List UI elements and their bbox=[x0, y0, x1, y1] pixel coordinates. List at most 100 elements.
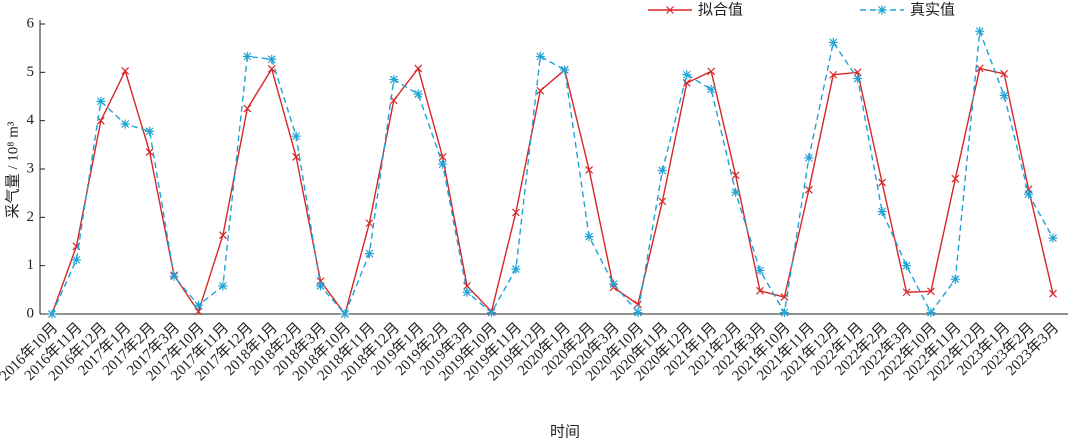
data-point bbox=[365, 219, 374, 228]
marker-stroke bbox=[731, 171, 740, 180]
data-point bbox=[731, 171, 740, 180]
data-point bbox=[682, 79, 691, 87]
data-point bbox=[853, 68, 862, 77]
data-point bbox=[731, 187, 741, 197]
legend-label: 真实值 bbox=[910, 0, 955, 18]
data-point bbox=[267, 54, 277, 64]
data-point bbox=[877, 207, 887, 217]
marker-stroke bbox=[267, 65, 276, 73]
data-point bbox=[121, 66, 130, 75]
y-axis-label: 采气量 / 10⁸ m³ bbox=[4, 121, 21, 218]
marker-stroke bbox=[389, 96, 398, 105]
data-point bbox=[535, 51, 545, 61]
data-point bbox=[609, 279, 619, 289]
data-point bbox=[194, 307, 203, 316]
data-point bbox=[950, 274, 960, 284]
y-tick-label: 2 bbox=[27, 209, 35, 225]
data-point bbox=[145, 126, 155, 136]
marker-stroke bbox=[756, 286, 764, 295]
data-point bbox=[804, 185, 813, 194]
data-point bbox=[218, 281, 228, 291]
marker-stroke bbox=[145, 148, 154, 157]
marker-stroke bbox=[829, 70, 838, 79]
y-tick-label: 3 bbox=[27, 160, 35, 176]
data-point bbox=[145, 148, 154, 157]
data-point bbox=[96, 96, 106, 106]
data-point bbox=[682, 70, 692, 80]
data-point bbox=[634, 300, 642, 309]
marker-stroke bbox=[951, 174, 960, 183]
x-axis-label: 时间 bbox=[550, 423, 580, 440]
data-point bbox=[975, 64, 984, 73]
data-point bbox=[71, 255, 81, 265]
data-point bbox=[829, 70, 838, 79]
data-point bbox=[878, 178, 887, 187]
data-point bbox=[584, 232, 594, 242]
marker-stroke bbox=[536, 86, 545, 95]
data-point bbox=[438, 159, 448, 169]
data-point bbox=[828, 37, 838, 47]
data-point bbox=[927, 287, 935, 296]
marker-stroke bbox=[365, 219, 374, 228]
marker-stroke bbox=[853, 68, 862, 77]
marker-stroke bbox=[1000, 69, 1009, 78]
y-tick-label: 4 bbox=[27, 112, 35, 128]
data-point bbox=[1048, 233, 1058, 243]
data-point bbox=[291, 131, 301, 141]
data-point bbox=[340, 309, 350, 319]
marker-stroke bbox=[634, 300, 642, 309]
marker-stroke bbox=[1049, 289, 1057, 298]
data-point bbox=[1049, 289, 1057, 298]
data-point bbox=[755, 266, 765, 275]
data-point bbox=[486, 308, 496, 318]
series-line bbox=[51, 66, 1054, 316]
marker-stroke bbox=[121, 66, 130, 75]
data-point bbox=[169, 271, 179, 281]
marker-stroke bbox=[804, 185, 813, 194]
data-point bbox=[193, 300, 203, 310]
marker-stroke bbox=[218, 231, 227, 240]
data-point bbox=[902, 288, 911, 297]
marker-stroke bbox=[975, 64, 984, 73]
data-point bbox=[218, 231, 227, 240]
legend-marker bbox=[666, 6, 674, 14]
marker-stroke bbox=[682, 79, 691, 87]
data-point bbox=[975, 26, 985, 36]
series-line bbox=[51, 31, 1054, 316]
data-point bbox=[511, 264, 521, 274]
marker-stroke bbox=[658, 197, 667, 206]
data-point bbox=[657, 165, 667, 175]
marker-stroke bbox=[194, 307, 203, 316]
data-point bbox=[756, 286, 764, 295]
data-point bbox=[511, 208, 520, 217]
marker-stroke bbox=[666, 6, 674, 14]
marker-stroke bbox=[878, 178, 887, 187]
data-point bbox=[316, 281, 326, 291]
data-point bbox=[1024, 189, 1034, 199]
data-point bbox=[243, 104, 252, 113]
data-point bbox=[364, 249, 374, 259]
y-tick-label: 5 bbox=[27, 64, 35, 80]
data-point bbox=[951, 174, 960, 183]
data-point bbox=[267, 65, 276, 73]
data-point bbox=[902, 261, 912, 271]
data-point bbox=[414, 64, 423, 73]
data-point bbox=[536, 86, 545, 95]
marker-stroke bbox=[463, 282, 471, 290]
data-point bbox=[585, 166, 594, 174]
marker-stroke bbox=[414, 64, 423, 73]
data-point bbox=[804, 153, 814, 163]
marker-stroke bbox=[927, 287, 935, 296]
marker-stroke bbox=[96, 116, 105, 125]
marker-stroke bbox=[585, 166, 594, 174]
data-point bbox=[658, 197, 667, 206]
data-point bbox=[462, 287, 472, 297]
data-point bbox=[706, 84, 716, 94]
data-point bbox=[389, 75, 399, 85]
data-point bbox=[707, 67, 716, 76]
marker-stroke bbox=[292, 152, 301, 161]
data-point bbox=[1000, 69, 1009, 78]
data-point bbox=[633, 308, 643, 318]
legend-marker bbox=[877, 5, 887, 15]
